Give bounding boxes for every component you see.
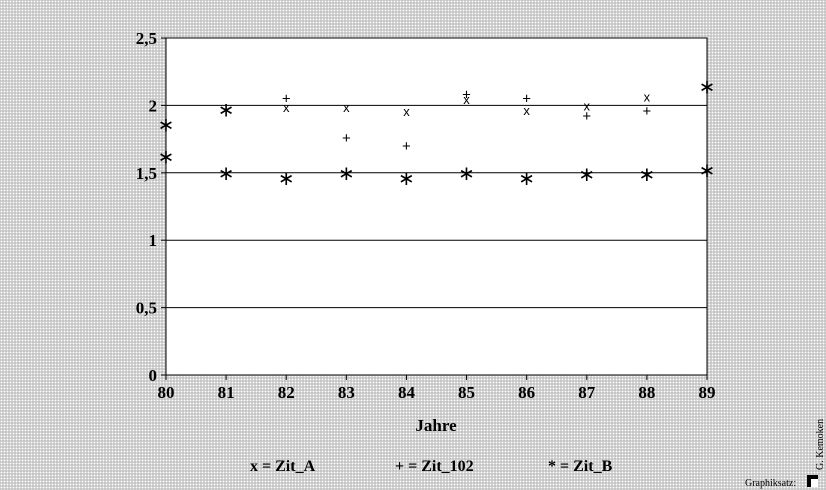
point-zit-102: + (643, 103, 652, 120)
x-tick-label: 80 (158, 383, 175, 402)
data-points: x x xxx xx++ ++ ++ +∗∗∗∗ ∗ ∗ ∗ ∗ ∗ ∗ ∗∗∗ (158, 75, 716, 191)
point-zit-b: ∗ (458, 161, 475, 185)
x-tick-label: 82 (278, 383, 295, 402)
point-zit-b: ∗ (218, 97, 235, 121)
y-tick-label: 2 (149, 96, 158, 115)
point-zit-a: x (523, 103, 530, 118)
point-zit-b: ∗ (278, 166, 295, 190)
y-tick-label: 0,5 (136, 299, 157, 318)
point-zit-b: ∗ (639, 162, 656, 186)
point-zit-b: ∗ (518, 166, 535, 190)
point-zit-102: + (282, 91, 291, 108)
x-tick-label: 81 (218, 383, 235, 402)
credit-label: Graphiksatz: (745, 478, 796, 489)
point-zit-102: + (402, 138, 411, 155)
x-tick-label: 83 (338, 383, 355, 402)
x-tick-label: 87 (578, 383, 596, 402)
point-zit-a: x (644, 89, 651, 104)
x-tick-label: 84 (398, 383, 416, 402)
point-zit-102: + (582, 108, 591, 125)
point-zit-a: x (463, 92, 470, 107)
point-zit-102: + (342, 130, 351, 147)
point-zit-b: ∗ (699, 75, 716, 99)
x-tick-label: 85 (458, 383, 475, 402)
x-tick-label: 88 (638, 383, 655, 402)
plot-area (165, 37, 708, 376)
legend-zit-b: * = Zit_B (548, 458, 613, 475)
point-zit-b: ∗ (158, 145, 175, 169)
legend-zit-102: + = Zit_102 (395, 458, 474, 475)
point-zit-a: x (283, 100, 290, 115)
legend-zit-a: x = Zit_A (250, 458, 316, 475)
point-zit-a: x (584, 99, 591, 114)
point-zit-102: + (462, 87, 471, 104)
y-tick-label: 1,5 (136, 164, 157, 183)
y-tick-label: 1 (149, 231, 158, 250)
credit: Graphiksatz: G. Kemoken (745, 419, 826, 489)
y-tick-label: 0 (149, 366, 158, 385)
point-zit-b: ∗ (578, 162, 595, 186)
y-axis-ticks: 0 0,5 1 1,5 2 2,5 (136, 29, 166, 385)
x-tick-label: 89 (699, 383, 716, 402)
credit-author: G. Kemoken (815, 419, 826, 470)
point-zit-b: ∗ (218, 161, 235, 185)
point-zit-b: ∗ (158, 112, 175, 136)
point-zit-b: ∗ (699, 158, 716, 182)
point-zit-a: x (343, 100, 350, 115)
point-zit-102: + (522, 91, 531, 108)
grid-lines (166, 104, 707, 309)
x-axis-ticks: 80 81 82 83 84 85 86 87 88 89 (158, 375, 716, 402)
point-zit-a: x (403, 104, 410, 119)
x-tick-label: 86 (518, 383, 535, 402)
point-zit-b: ∗ (338, 161, 355, 185)
x-axis-title: Jahre (415, 416, 457, 435)
legend: x = Zit_A + = Zit_102 * = Zit_B (250, 458, 613, 475)
y-tick-label: 2,5 (136, 29, 157, 48)
point-zit-b: ∗ (398, 166, 415, 190)
